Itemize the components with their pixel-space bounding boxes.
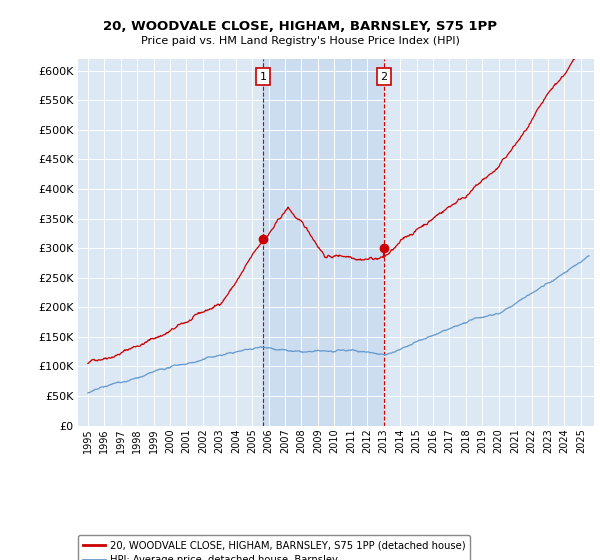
Text: Price paid vs. HM Land Registry's House Price Index (HPI): Price paid vs. HM Land Registry's House … <box>140 36 460 46</box>
Text: 2: 2 <box>380 72 388 82</box>
Text: 1: 1 <box>259 72 266 82</box>
Text: 20, WOODVALE CLOSE, HIGHAM, BARNSLEY, S75 1PP: 20, WOODVALE CLOSE, HIGHAM, BARNSLEY, S7… <box>103 20 497 32</box>
Bar <box>263 59 384 426</box>
Legend: 20, WOODVALE CLOSE, HIGHAM, BARNSLEY, S75 1PP (detached house), HPI: Average pri: 20, WOODVALE CLOSE, HIGHAM, BARNSLEY, S7… <box>78 535 470 560</box>
